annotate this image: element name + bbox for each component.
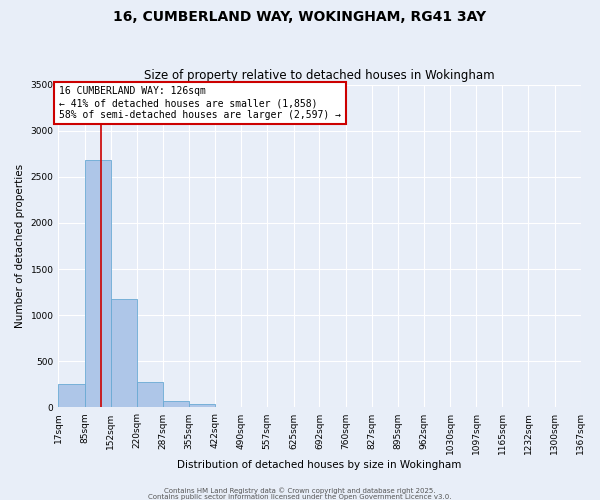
Bar (58, 384, 85, 407)
Bar (189, 404, 215, 407)
Text: Contains public sector information licensed under the Open Government Licence v3: Contains public sector information licen… (148, 494, 452, 500)
Bar (110, 298, 137, 408)
Bar (85, 160, 111, 408)
Text: 16, CUMBERLAND WAY, WOKINGHAM, RG41 3AY: 16, CUMBERLAND WAY, WOKINGHAM, RG41 3AY (113, 10, 487, 24)
Y-axis label: Number of detached properties: Number of detached properties (15, 164, 25, 328)
Text: 16 CUMBERLAND WAY: 126sqm
← 41% of detached houses are smaller (1,858)
58% of se: 16 CUMBERLAND WAY: 126sqm ← 41% of detac… (59, 86, 341, 120)
Title: Size of property relative to detached houses in Wokingham: Size of property relative to detached ho… (144, 69, 495, 82)
Bar (163, 400, 189, 407)
Bar (137, 382, 163, 407)
X-axis label: Distribution of detached houses by size in Wokingham: Distribution of detached houses by size … (177, 460, 461, 470)
Text: Contains HM Land Registry data © Crown copyright and database right 2025.: Contains HM Land Registry data © Crown c… (164, 487, 436, 494)
